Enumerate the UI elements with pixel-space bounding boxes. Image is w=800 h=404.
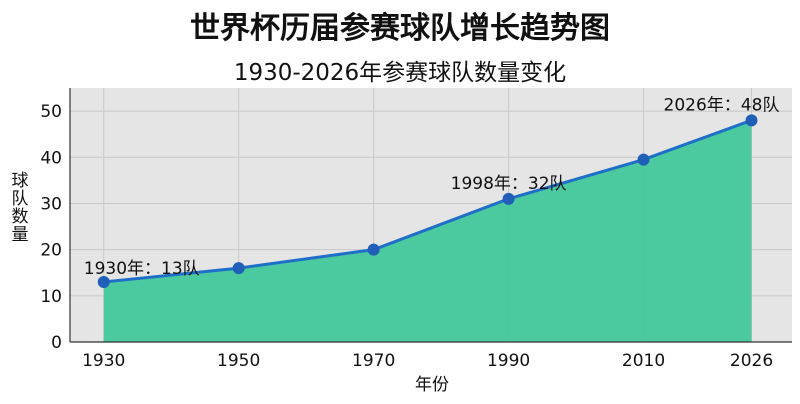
x-axis-label: 年份	[415, 375, 449, 395]
x-tick-label: 1990	[487, 351, 530, 371]
chart-title: 世界杯历届参赛球队增长趋势图	[190, 11, 610, 46]
axes	[69, 88, 792, 343]
data-point	[232, 262, 245, 275]
data-annotation: 2026年：48队	[664, 95, 780, 115]
y-tick-label: 30	[40, 194, 62, 214]
y-axis-label: 球队数量	[12, 171, 29, 245]
chart-subtitle: 1930-2026年参赛球队数量变化	[234, 60, 566, 86]
data-annotation: 1998年：32队	[451, 174, 567, 194]
data-point	[367, 243, 380, 256]
y-tick-label: 40	[40, 148, 62, 168]
tick-labels: 0 10 20 30 40 50 1930 1950 1970 1990 2010 2026	[40, 102, 773, 371]
x-tick-label: 2026	[730, 351, 773, 371]
x-tick-label: 1930	[82, 351, 125, 371]
x-tick-label: 1970	[352, 351, 395, 371]
x-tick-label: 2010	[622, 351, 665, 371]
data-point	[97, 275, 110, 288]
annotations: 1930年：13队 1998年：32队 2026年：48队	[84, 95, 780, 279]
data-annotation: 1930年：13队	[84, 259, 200, 279]
y-tick-label: 20	[40, 241, 62, 261]
data-point	[502, 192, 515, 205]
series-area-layer	[103, 118, 753, 342]
data-point	[745, 114, 758, 127]
data-point	[637, 153, 650, 166]
y-tick-label: 10	[40, 287, 62, 307]
y-tick-label: 0	[51, 333, 62, 353]
markers	[97, 114, 758, 288]
series-line	[103, 118, 753, 284]
x-tick-label: 1950	[217, 351, 260, 371]
y-tick-label: 50	[40, 102, 62, 122]
